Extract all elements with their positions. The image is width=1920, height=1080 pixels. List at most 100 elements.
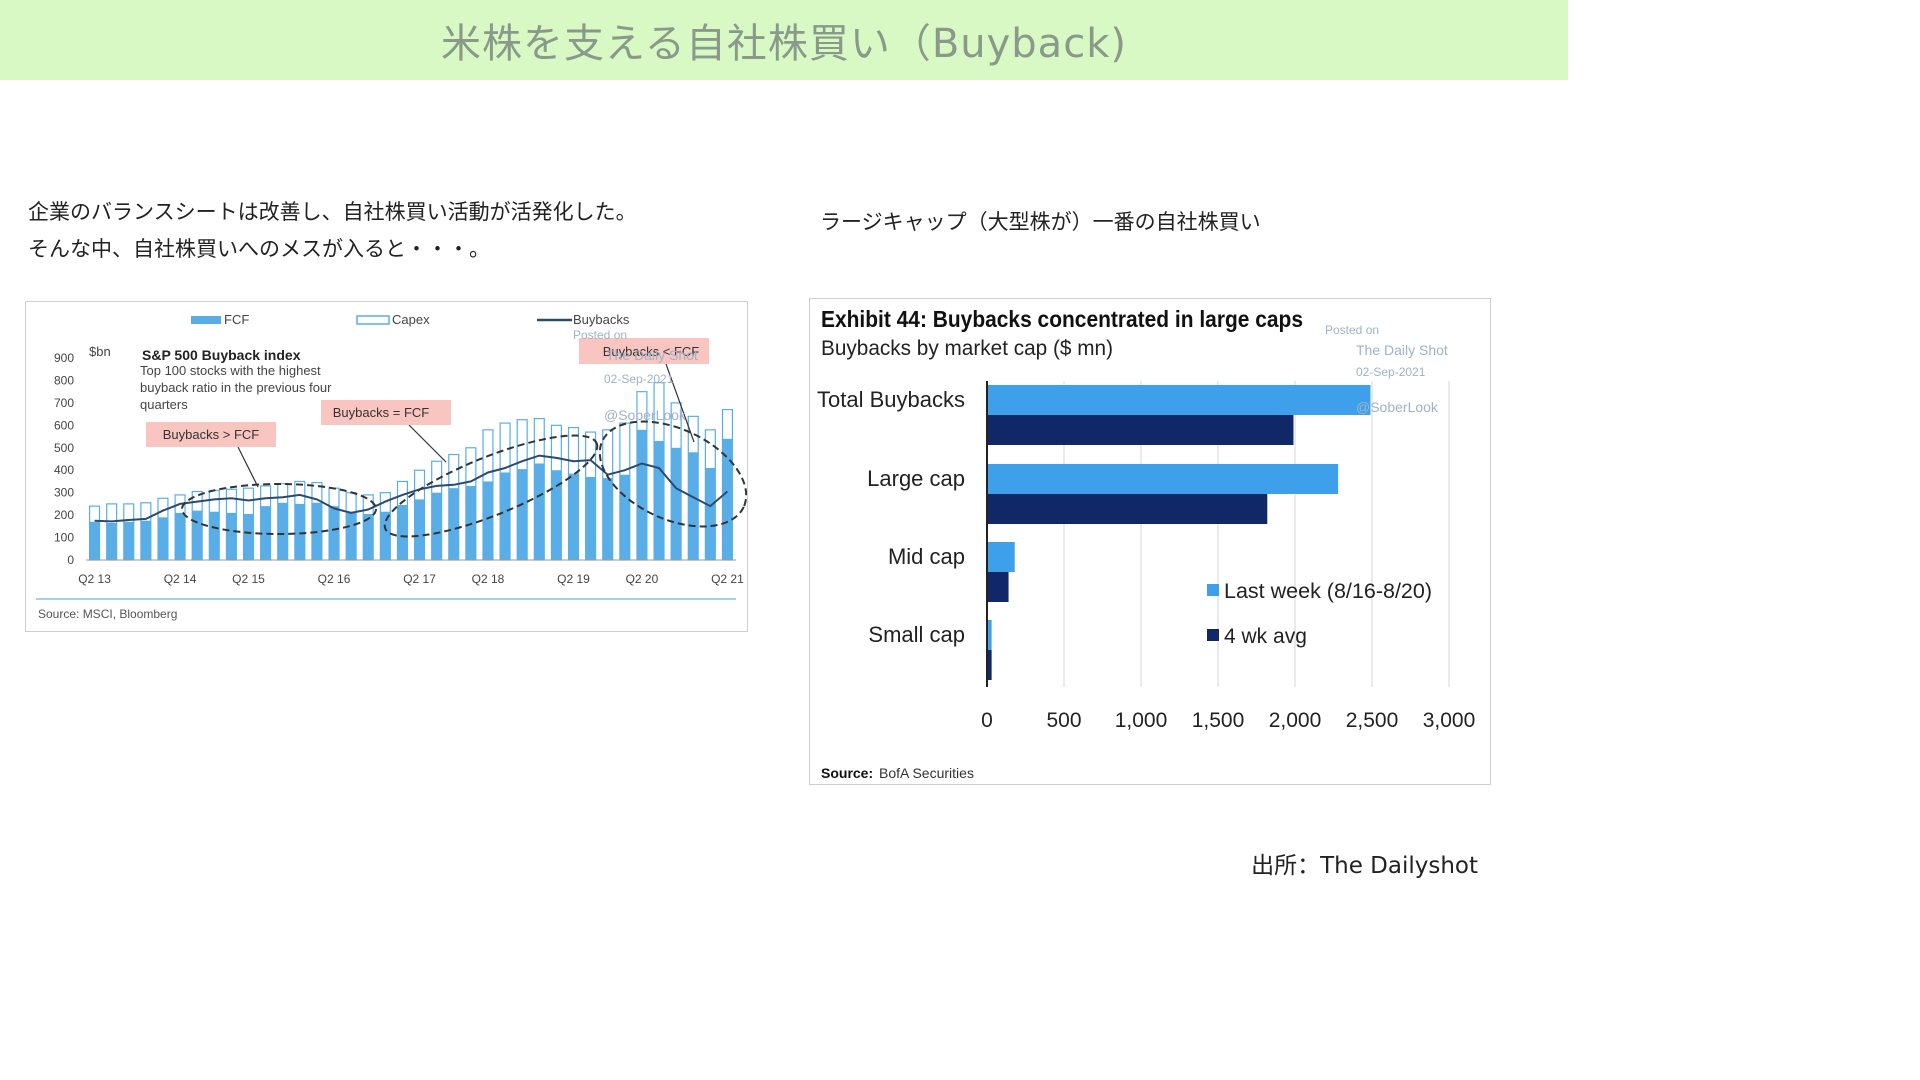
fcf-bar	[705, 467, 716, 560]
watermark-line3: 02-Sep-2021	[604, 372, 674, 386]
fcf-bar	[517, 469, 528, 560]
x-tick-label: 2,000	[1269, 709, 1322, 732]
x-tick-label: 500	[1046, 709, 1081, 732]
fcf-bar	[448, 488, 459, 560]
chart-subtitle-box: Top 100 stocks with the highest buyback …	[140, 363, 332, 412]
y-tick-label: 400	[54, 463, 74, 477]
annotation-pointer-3	[665, 363, 695, 443]
fcf-bar	[89, 521, 100, 560]
page-title: 米株を支える自社株買い（Buyback)	[441, 21, 1127, 67]
fcf-bar	[602, 478, 613, 560]
x-tick-label: 3,000	[1423, 709, 1476, 732]
four-week-avg-bar	[988, 415, 1294, 445]
watermark-right-line4: @SoberLook	[1356, 399, 1439, 415]
fcf-bar	[226, 512, 237, 560]
x-tick-label: Q2 19	[557, 572, 590, 586]
left-caption-line1: 企業のバランスシートは改善し、自社株買い活動が活発化した。	[28, 200, 637, 224]
annotation-ellipse-3	[598, 420, 747, 528]
right-caption: ラージキャップ（大型株が）一番の自社株買い	[820, 210, 1261, 234]
annotation-label-2: Buybacks = FCF	[333, 405, 430, 420]
fcf-bar	[636, 429, 647, 560]
x-tick-label: 0	[981, 709, 993, 732]
x-tick-label: Q2 21	[711, 572, 744, 586]
y-tick-label: 100	[54, 531, 74, 545]
four-week-avg-bar	[988, 650, 992, 680]
exhibit-title: Exhibit 44: Buybacks concentrated in lar…	[821, 306, 1303, 332]
fcf-bar	[688, 452, 699, 560]
legend-swatch-last-week	[1207, 584, 1219, 596]
x-tick-label: Q2 15	[232, 572, 265, 586]
fcf-bar	[192, 510, 203, 560]
fcf-bar	[294, 503, 305, 560]
annotation-box-3	[579, 338, 709, 364]
chart-title: S&P 500 Buyback index	[142, 347, 301, 363]
unit-label: $bn	[89, 344, 111, 359]
fcf-bar	[722, 438, 733, 560]
legend-label-4wk-avg: 4 wk avg	[1224, 625, 1307, 648]
fcf-bar	[568, 473, 579, 560]
fcf-bar	[431, 492, 442, 560]
fcf-bar	[277, 502, 288, 560]
y-tick-label: 0	[67, 553, 74, 567]
four-week-avg-bar	[988, 572, 1009, 602]
legend-label-buybacks: Buybacks	[573, 312, 630, 327]
x-tick-label: Q2 18	[472, 572, 505, 586]
fcf-bar	[671, 447, 682, 560]
watermark-right: Posted on The Daily Shot 02-Sep-2021 @So…	[1325, 323, 1448, 415]
fcf-bar	[585, 476, 596, 560]
annotation-box-2	[321, 400, 451, 425]
annotation-label-1: Buybacks > FCF	[163, 427, 260, 442]
watermark-line2: The Daily Shot	[606, 347, 698, 363]
four-week-avg-bar	[988, 494, 1268, 524]
source-label: Source:	[821, 765, 873, 781]
fcf-bar	[551, 470, 562, 560]
market-cap-svg: Exhibit 44: Buybacks concentrated in lar…	[817, 306, 1476, 781]
y-tick-label: 200	[54, 508, 74, 522]
fcf-bar	[243, 513, 254, 560]
annotation-ellipse-2	[383, 434, 599, 538]
buyback-index-chart: 0 100 200 300 400 500 600 700 800 900 Q2 13 Q2 14 Q2…	[25, 301, 748, 632]
x-tick-label: Q2 16	[318, 572, 351, 586]
watermark-line1: Posted on	[573, 328, 627, 342]
buyback-index-svg: 0 100 200 300 400 500 600 700 800 900 Q2 13 Q2 14 Q2…	[36, 312, 747, 621]
annotation-label-3: Buybacks < FCF	[603, 344, 700, 359]
watermark-right-line1: Posted on	[1325, 323, 1379, 337]
fcf-bar	[619, 474, 630, 560]
legend-label-fcf: FCF	[224, 312, 249, 327]
last-week-bar	[988, 385, 1371, 415]
annotation-pointer-2	[408, 424, 447, 463]
category-label: Large cap	[867, 466, 965, 491]
x-tick-label: 1,500	[1192, 709, 1245, 732]
market-cap-buyback-chart: Exhibit 44: Buybacks concentrated in lar…	[809, 298, 1491, 785]
fcf-bar	[106, 522, 117, 560]
last-week-bar	[988, 542, 1015, 572]
fcf-bar	[158, 517, 168, 560]
fcf-bar	[363, 513, 374, 560]
y-tick-label: 600	[54, 418, 74, 432]
category-label: Mid cap	[888, 544, 965, 569]
category-label: Total Buybacks	[817, 387, 965, 412]
buybacks-line	[94, 454, 729, 523]
x-tick-label: Q2 20	[626, 572, 659, 586]
fcf-bar	[500, 472, 511, 560]
y-tick-label: 700	[54, 396, 74, 410]
chart-source: Source: MSCI, Bloomberg	[38, 607, 177, 621]
annotation-pointer-1	[237, 446, 259, 488]
fcf-bar	[175, 512, 186, 560]
last-week-bar	[988, 620, 992, 650]
watermark-right-line3: 02-Sep-2021	[1356, 365, 1426, 379]
watermark-line4: @SoberLook	[604, 407, 687, 423]
x-tick-label: 1,000	[1115, 709, 1168, 732]
watermark-right-line2: The Daily Shot	[1356, 342, 1448, 358]
fcf-bar	[397, 505, 408, 560]
y-tick-label: 300	[54, 486, 74, 500]
fcf-bar	[465, 485, 476, 560]
x-tick-label: Q2 14	[164, 572, 197, 586]
y-tick-label: 900	[54, 351, 74, 365]
legend-swatch-4wk-avg	[1207, 629, 1219, 641]
source-text: BofA Securities	[879, 765, 974, 781]
x-tick-label: 2,500	[1346, 709, 1399, 732]
last-week-bar	[988, 464, 1339, 494]
fcf-bar	[329, 506, 339, 560]
category-label: Small cap	[868, 622, 965, 647]
